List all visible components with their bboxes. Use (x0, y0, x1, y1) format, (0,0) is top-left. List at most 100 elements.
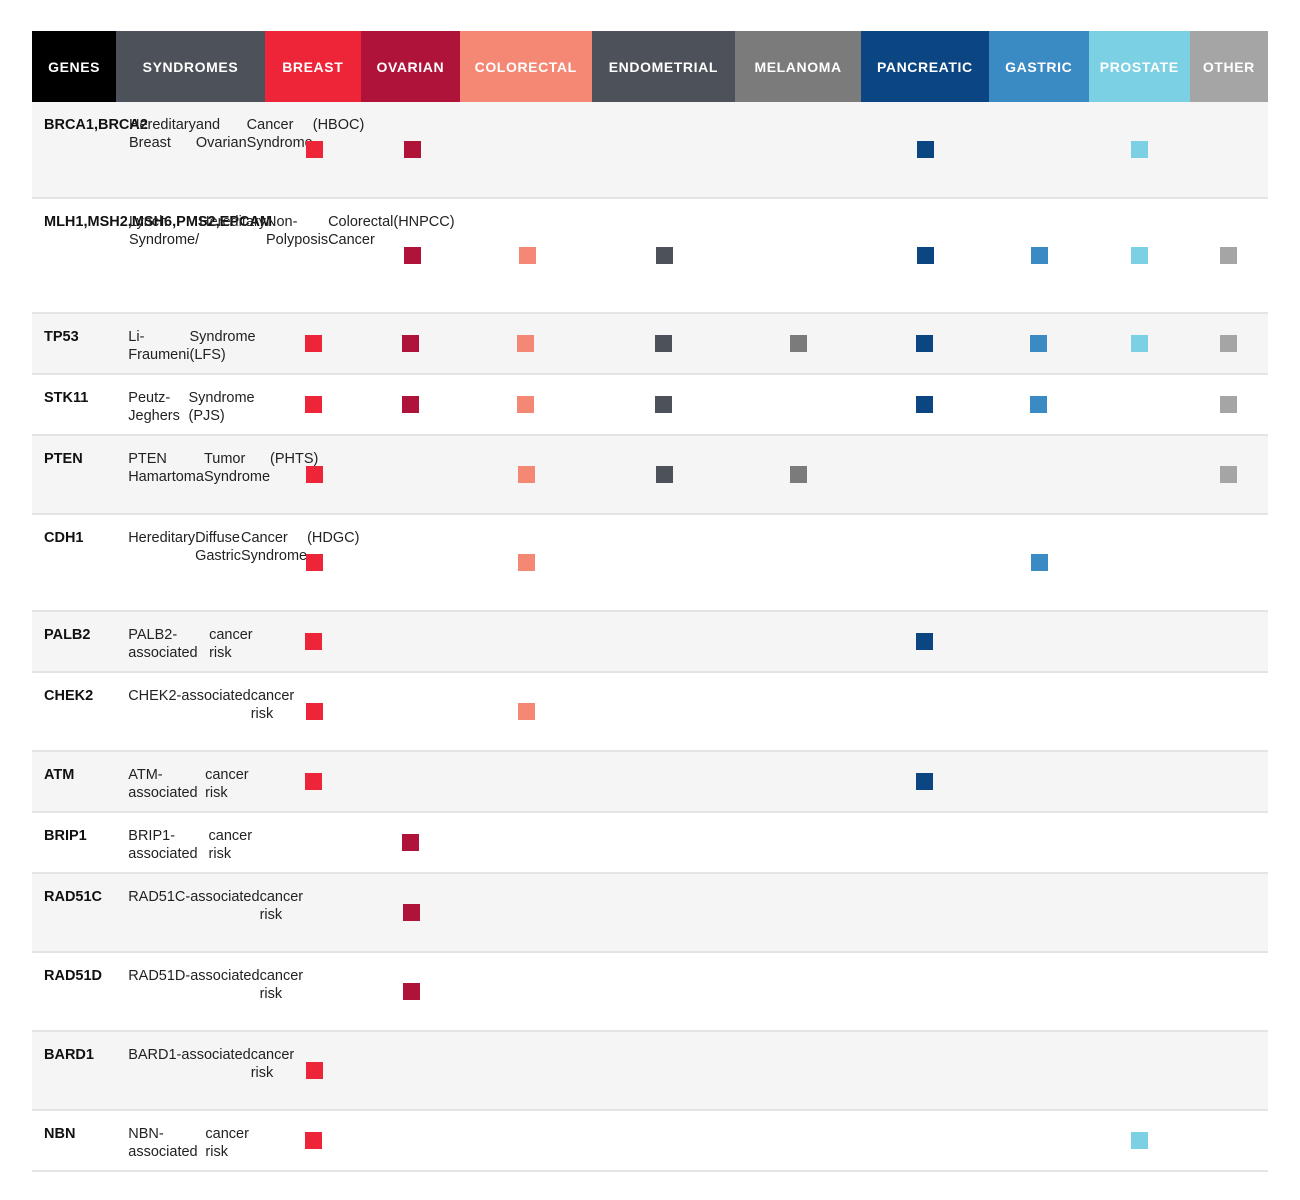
cell-endometrial (593, 102, 736, 197)
syndrome-cell: Peutz-Jeghers Syndrome (PJS) (128, 390, 255, 424)
cell-colorectal (460, 375, 592, 434)
cell-gastric (989, 375, 1089, 434)
marker-gastric (1030, 335, 1048, 352)
cell-pancreatic (862, 102, 989, 197)
marker-colorectal (518, 466, 536, 483)
table-row: ATM ATM-associated cancer risk (32, 752, 1268, 813)
cell-other (1190, 436, 1268, 513)
table-body: BRCA1, BRCA2 Hereditary Breast and Ovarian C… (32, 102, 1268, 1172)
cell-melanoma (735, 813, 861, 872)
cell-breast (267, 102, 363, 197)
gene-cell: PTEN (44, 451, 83, 467)
table-row: BRCA1, BRCA2 Hereditary Breast and Ovarian C… (32, 102, 1268, 199)
syndrome-cell: BRIP1-associated cancer risk (128, 828, 253, 862)
table-row: PALB2 PALB2-associated cancer risk (32, 612, 1268, 673)
cell-prostate (1089, 102, 1190, 197)
cell-gastric (989, 673, 1089, 750)
cell-other (1190, 1032, 1268, 1109)
cell-melanoma (735, 375, 861, 434)
table-row: BRIP1 BRIP1-associated cancer risk (32, 813, 1268, 874)
syndrome-cell: CHEK2- associated cancer risk (128, 688, 295, 722)
cell-prostate (1089, 874, 1190, 951)
marker-melanoma (790, 466, 808, 483)
table-row: RAD51D RAD51D-associated cancer risk (32, 953, 1268, 1032)
cell-gastric (989, 436, 1089, 513)
cell-other (1190, 102, 1268, 197)
cell-prostate (1089, 436, 1190, 513)
cell-endometrial (592, 1111, 736, 1170)
cell-pancreatic (862, 874, 990, 951)
cell-colorectal (460, 314, 592, 373)
cell-prostate (1089, 314, 1190, 373)
syndrome-cell: RAD51C-associated cancer risk (128, 889, 304, 923)
cell-breast (265, 813, 361, 872)
marker-pancreatic (917, 247, 935, 264)
marker-colorectal (518, 247, 536, 264)
marker-colorectal (518, 554, 536, 571)
cell-pancreatic (862, 199, 989, 312)
marker-gastric (1030, 554, 1048, 571)
cell-endometrial (592, 375, 736, 434)
cell-other (1190, 953, 1268, 1030)
gene-cell: NBN (44, 1126, 76, 1142)
cell-endometrial (593, 953, 736, 1030)
cell-gastric (989, 199, 1089, 312)
cell-ovarian (362, 1032, 461, 1109)
cell-other (1190, 673, 1268, 750)
marker-endometrial (656, 247, 674, 264)
syndrome-cell: Lynch Syndrome/Hereditary Non-Polyposis Co… (129, 214, 455, 248)
column-header-other: OTHER (1189, 31, 1268, 102)
cell-pancreatic (862, 436, 990, 513)
cell-breast (266, 515, 362, 610)
cell-pancreatic (861, 752, 989, 811)
gene-cell: BRCA1, BRCA2 (44, 117, 148, 133)
marker-prostate (1130, 335, 1148, 352)
syndrome-cell: PALB2-associated cancer risk (128, 627, 253, 661)
gene-cell: CDH1 (44, 530, 84, 546)
table-header-row: GENES SYNDROMES BREAST OVARIAN COLORECTAL END… (32, 31, 1268, 102)
cell-melanoma (736, 199, 862, 312)
cell-prostate (1089, 375, 1190, 434)
cell-melanoma (735, 314, 861, 373)
cell-breast (266, 673, 362, 750)
cell-breast (266, 874, 362, 951)
marker-breast (304, 1132, 322, 1149)
cell-melanoma (736, 673, 862, 750)
cell-ovarian (361, 813, 460, 872)
cell-gastric (989, 1032, 1089, 1109)
cell-gastric (989, 314, 1089, 373)
cell-melanoma (736, 874, 862, 951)
marker-prostate (1131, 247, 1149, 264)
marker-pancreatic (916, 773, 934, 790)
marker-breast (304, 396, 322, 413)
marker-gastric (1030, 396, 1048, 413)
marker-prostate (1131, 141, 1149, 158)
table-row: BARD1 BARD1- associated cancer risk (32, 1032, 1268, 1111)
marker-breast (306, 141, 324, 158)
marker-pancreatic (916, 396, 934, 413)
cell-breast (265, 375, 361, 434)
cell-melanoma (735, 612, 861, 671)
cell-other (1190, 375, 1268, 434)
cell-ovarian (362, 953, 461, 1030)
cell-endometrial (593, 436, 736, 513)
marker-ovarian (402, 396, 420, 413)
marker-ovarian (403, 983, 421, 1000)
marker-endometrial (655, 396, 673, 413)
syndrome-cell: BARD1- associated cancer risk (128, 1047, 295, 1081)
cell-colorectal (461, 673, 593, 750)
cell-breast (265, 752, 361, 811)
syndrome-cell: Hereditary Breast and Ovarian Cancer Syndr… (129, 117, 365, 151)
marker-breast (304, 633, 322, 650)
column-header-melanoma: MELANOMA (735, 31, 861, 102)
cell-prostate (1089, 673, 1190, 750)
cell-breast (265, 314, 361, 373)
cell-pancreatic (861, 1111, 989, 1170)
cell-melanoma (735, 1111, 861, 1170)
syndrome-cell: PTEN Hamartoma Tumor Syndrome (PHTS) (128, 451, 319, 485)
table-row: TP53 Li-Fraumeni Syndrome (LFS) (32, 314, 1268, 375)
cell-endometrial (593, 673, 736, 750)
cell-other (1190, 1111, 1268, 1170)
cell-prostate (1089, 752, 1190, 811)
marker-colorectal (517, 335, 535, 352)
